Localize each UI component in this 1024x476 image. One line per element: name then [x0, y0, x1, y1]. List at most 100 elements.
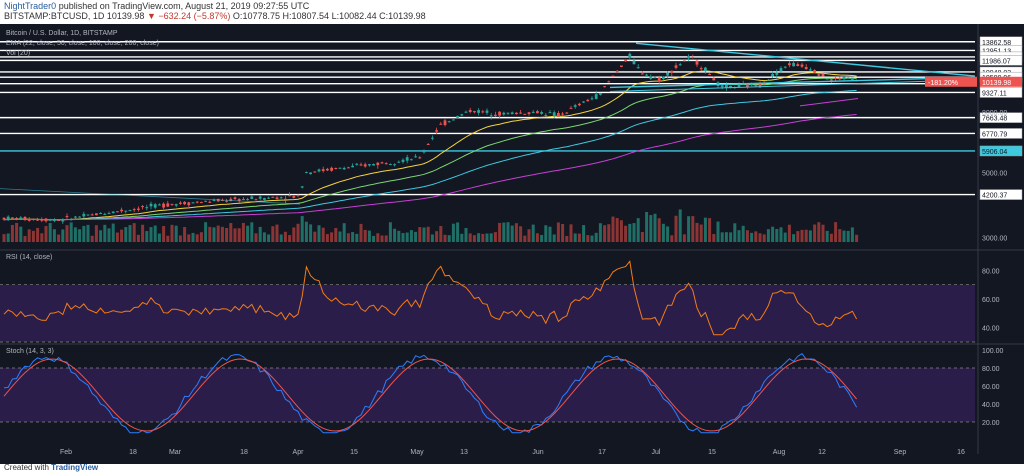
volume-bar	[716, 221, 720, 242]
volume-bar	[451, 223, 455, 242]
volume-bar	[834, 222, 838, 242]
candle-body	[69, 218, 73, 221]
close-label: C:	[379, 11, 389, 21]
candle-body	[128, 210, 132, 212]
candle-body	[422, 151, 426, 153]
volume-bar	[687, 216, 691, 242]
candle-body	[599, 92, 602, 95]
time-axis-label: 17	[598, 449, 606, 456]
volume-bar	[682, 234, 686, 242]
candle-body	[250, 196, 254, 199]
candle-body	[376, 162, 380, 166]
volume-bar	[514, 223, 518, 242]
volume-bar	[481, 233, 485, 242]
candle-body	[389, 164, 392, 166]
author-link[interactable]: NightTrader0	[4, 1, 57, 11]
candle-body	[384, 163, 388, 165]
vol-legend: Vol (20)	[6, 50, 31, 57]
volume-bar	[754, 231, 758, 242]
candle-body	[300, 186, 304, 188]
tradingview-logo-link[interactable]: TradingView	[51, 463, 99, 472]
time-axis-label: 15	[708, 449, 716, 456]
candle-body	[204, 200, 207, 202]
candle-body	[36, 219, 39, 221]
ema-legend: EMA (22, close, 50, close, 100, close, 2…	[6, 40, 159, 47]
candle-body	[435, 130, 438, 132]
candle-body	[284, 198, 287, 200]
candle-body	[326, 168, 329, 171]
volume-bar	[397, 230, 401, 242]
candle-body	[32, 218, 35, 220]
candle-body	[527, 112, 531, 115]
volume-bar	[619, 220, 623, 242]
candle-body	[212, 199, 216, 201]
volume-bar	[548, 226, 552, 242]
volume-bar	[724, 232, 728, 242]
candle-body	[309, 172, 312, 175]
candle-body	[439, 123, 443, 125]
candle-body	[557, 113, 560, 117]
candle-body	[145, 207, 149, 209]
volume-bar	[678, 209, 682, 242]
volume-bar	[552, 234, 556, 242]
volume-bar	[44, 226, 48, 242]
volume-bar	[241, 222, 245, 242]
volume-bar	[729, 232, 733, 242]
volume-bar	[712, 234, 716, 242]
price-level-tag	[979, 145, 1023, 157]
candle-body	[775, 72, 779, 75]
candle-body	[74, 216, 77, 218]
candle-body	[792, 62, 795, 67]
ema-line	[4, 114, 857, 221]
volume-bar	[779, 227, 783, 242]
candle-body	[86, 214, 90, 216]
volume-bar	[409, 230, 413, 242]
stoch-band	[0, 368, 975, 422]
chart-canvas[interactable]: 13862.5812951.1312316.3911986.0710948.03…	[0, 24, 1024, 464]
candle-body	[607, 81, 611, 83]
volume-bar	[73, 227, 77, 242]
volume-bar	[800, 229, 804, 242]
candle-body	[506, 112, 510, 114]
time-axis-label: 15	[350, 449, 358, 456]
candle-body	[754, 85, 758, 87]
price-level-tag	[979, 189, 1023, 200]
volume-bar	[691, 216, 695, 242]
candle-body	[464, 111, 468, 113]
volume-bar	[183, 227, 187, 242]
volume-bar	[447, 235, 451, 242]
volume-bar	[657, 218, 661, 242]
time-axis-label: Feb	[60, 449, 72, 456]
volume-bar	[309, 224, 313, 242]
volume-bar	[510, 225, 514, 242]
symbol-label: BITSTAMP:BTCUSD, 1D	[4, 11, 105, 21]
price-level-label: 4200.37	[982, 193, 1007, 200]
candle-body	[263, 198, 266, 200]
volume-bar	[808, 230, 812, 242]
volume-bar	[493, 232, 497, 242]
volume-bar	[288, 235, 292, 242]
volume-bar	[376, 233, 380, 242]
candle-body	[481, 111, 485, 113]
volume-bar	[540, 234, 544, 242]
chart-svg[interactable]: 13862.5812951.1312316.3911986.0710948.03…	[0, 24, 1024, 464]
candle-body	[767, 79, 770, 81]
trendline-ascending-inner	[609, 79, 976, 92]
candle-body	[624, 59, 627, 62]
candle-body	[292, 196, 296, 198]
candle-body	[23, 216, 27, 220]
volume-bar	[191, 232, 195, 242]
volume-bar	[237, 228, 241, 242]
volume-bar	[699, 224, 703, 242]
volume-bar	[598, 223, 602, 242]
volume-bar	[296, 223, 300, 242]
volume-bar	[544, 225, 548, 242]
candle-body	[825, 78, 829, 80]
candle-body	[149, 203, 153, 207]
volume-bar	[359, 223, 363, 242]
candle-body	[737, 84, 741, 87]
volume-bar	[737, 230, 741, 242]
volume-bar	[695, 222, 699, 242]
volume-bar	[317, 225, 321, 242]
candle-body	[846, 77, 850, 79]
